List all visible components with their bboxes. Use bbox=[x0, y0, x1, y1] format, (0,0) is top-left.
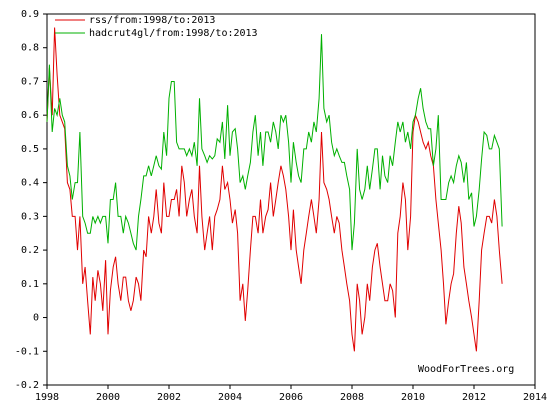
legend-label: hadcrut4gl/from:1998/to:2013 bbox=[89, 28, 258, 39]
y-tick-label: -0.2 bbox=[15, 380, 39, 391]
y-tick-label: 0.4 bbox=[21, 178, 39, 189]
series-line bbox=[46, 27, 503, 352]
x-tick-label: 2004 bbox=[218, 392, 242, 403]
legend-label: rss/from:1998/to:2013 bbox=[89, 15, 215, 26]
annotation: WoodForTrees.org bbox=[418, 364, 514, 375]
y-tick-label: -0.1 bbox=[15, 346, 39, 357]
y-tick-label: 0 bbox=[33, 313, 39, 324]
y-tick-label: 0.8 bbox=[21, 43, 39, 54]
x-tick-label: 2000 bbox=[96, 392, 120, 403]
y-tick-label: 0.2 bbox=[21, 245, 39, 256]
y-tick-label: 0.7 bbox=[21, 76, 39, 87]
x-tick-label: 2008 bbox=[340, 392, 364, 403]
x-tick-label: 2002 bbox=[157, 392, 181, 403]
x-tick-label: 2012 bbox=[462, 392, 486, 403]
series-line bbox=[46, 34, 503, 251]
x-tick-label: 2010 bbox=[401, 392, 425, 403]
y-tick-label: 0.6 bbox=[21, 110, 39, 121]
x-tick-label: 2006 bbox=[279, 392, 303, 403]
plot-frame bbox=[46, 13, 536, 386]
y-tick-label: 0.5 bbox=[21, 144, 39, 155]
y-tick-label: 0.3 bbox=[21, 211, 39, 222]
x-tick-label: 2014 bbox=[523, 392, 547, 403]
y-tick-label: 0.1 bbox=[21, 279, 39, 290]
x-tick-label: 1998 bbox=[35, 392, 59, 403]
y-tick-label: 0.9 bbox=[21, 9, 39, 20]
